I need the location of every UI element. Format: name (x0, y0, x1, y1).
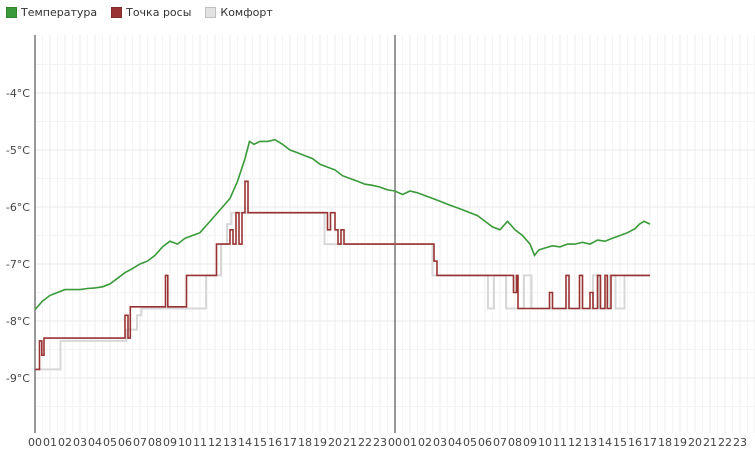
x-tick-label: 00 (28, 436, 42, 449)
legend: Температура Точка росы Комфорт (6, 4, 287, 20)
x-tick-label: 05 (463, 436, 477, 449)
x-tick-label: 21 (343, 436, 357, 449)
x-tick-label: 15 (253, 436, 267, 449)
x-tick-label: 00 (388, 436, 402, 449)
x-tick-label: 23 (373, 436, 387, 449)
legend-item-dewpoint[interactable]: Точка росы (111, 6, 191, 19)
x-tick-label: 21 (703, 436, 717, 449)
x-tick-label: 07 (133, 436, 147, 449)
y-tick-label: -9°C (6, 372, 30, 385)
x-tick-label: 22 (718, 436, 732, 449)
x-tick-label: 02 (58, 436, 72, 449)
x-tick-label: 22 (358, 436, 372, 449)
x-tick-label: 16 (268, 436, 282, 449)
series-line-dewpoint (35, 180, 650, 371)
x-tick-label: 09 (163, 436, 177, 449)
x-tick-label: 03 (433, 436, 447, 449)
x-tick-label: 20 (688, 436, 702, 449)
x-tick-label: 05 (103, 436, 117, 449)
y-tick-label: -7°C (6, 258, 30, 271)
x-tick-label: 02 (418, 436, 432, 449)
legend-item-comfort[interactable]: Комфорт (205, 5, 273, 19)
legend-label-comfort: Комфорт (220, 5, 273, 19)
x-tick-label: 10 (538, 436, 552, 449)
y-tick-label: -8°C (6, 315, 30, 328)
x-tick-label: 08 (148, 436, 162, 449)
legend-item-temperature[interactable]: Температура (6, 6, 97, 19)
x-tick-label: 13 (583, 436, 597, 449)
x-tick-label: 14 (238, 436, 252, 449)
x-tick-label: 12 (568, 436, 582, 449)
x-tick-label: 20 (328, 436, 342, 449)
series-line-temperature (34, 138, 651, 311)
x-tick-label: 09 (523, 436, 537, 449)
x-tick-label: 06 (118, 436, 132, 449)
x-tick-label: 10 (178, 436, 192, 449)
legend-label-dewpoint: Точка росы (126, 5, 192, 19)
x-tick-label: 17 (283, 436, 297, 449)
x-tick-label: 19 (313, 436, 327, 449)
x-tick-label: 12 (208, 436, 222, 449)
y-tick-label: -4°C (6, 87, 30, 100)
x-tick-label: 03 (73, 436, 87, 449)
y-tick-label: -5°C (6, 144, 30, 157)
x-tick-label: 11 (193, 436, 207, 449)
x-tick-label: 14 (598, 436, 612, 449)
x-tick-label: 01 (43, 436, 57, 449)
x-tick-label: 16 (628, 436, 642, 449)
x-tick-label: 04 (448, 436, 462, 449)
x-tick-label: 08 (508, 436, 522, 449)
x-tick-label: 04 (88, 436, 102, 449)
legend-label-temperature: Температура (21, 5, 98, 19)
x-tick-label: 19 (673, 436, 687, 449)
legend-swatch-temperature (6, 6, 17, 18)
x-tick-label: 15 (613, 436, 627, 449)
legend-swatch-comfort (205, 6, 217, 18)
x-tick-label: 01 (403, 436, 417, 449)
legend-swatch-dewpoint (111, 6, 123, 18)
x-tick-label: 07 (493, 436, 507, 449)
y-tick-label: -6°C (6, 201, 30, 214)
x-tick-label: 13 (223, 436, 237, 449)
x-tick-label: 06 (478, 436, 492, 449)
x-tick-label: 17 (643, 436, 657, 449)
x-tick-label: 23 (733, 436, 747, 449)
x-tick-label: 18 (658, 436, 672, 449)
x-tick-label: 18 (298, 436, 312, 449)
x-tick-label: 11 (553, 436, 567, 449)
